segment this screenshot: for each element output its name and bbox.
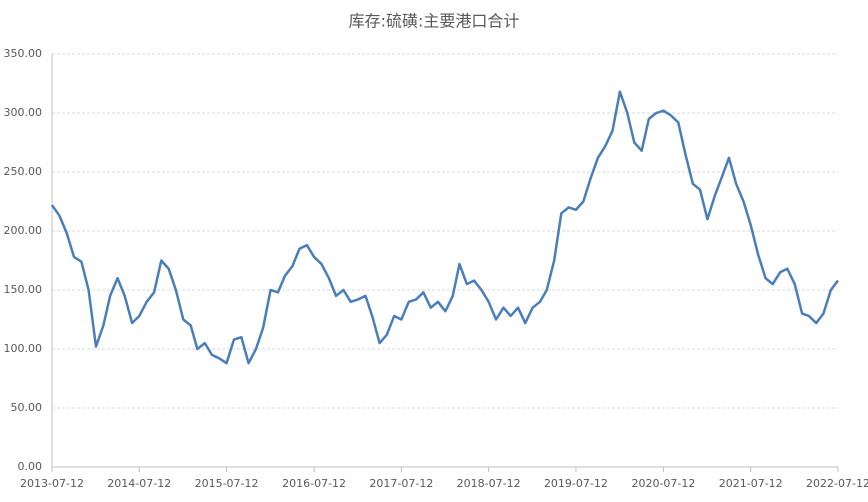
y-tick-label: 200.00 xyxy=(4,224,43,237)
y-tick-label: 250.00 xyxy=(4,165,43,178)
x-tick-label: 2017-07-12 xyxy=(369,477,433,490)
x-tick-label: 2020-07-12 xyxy=(631,477,695,490)
series-line xyxy=(50,90,839,365)
y-tick-label: 150.00 xyxy=(4,283,43,296)
y-tick-label: 100.00 xyxy=(4,342,43,355)
x-tick-label: 2019-07-12 xyxy=(544,477,608,490)
x-tick-label: 2014-07-12 xyxy=(107,477,171,490)
y-tick-label: 0.00 xyxy=(18,460,43,473)
y-tick-label: 350.00 xyxy=(4,47,43,60)
x-tick-label: 2015-07-12 xyxy=(195,477,259,490)
x-tick-label: 2021-07-12 xyxy=(719,477,783,490)
x-tick-label: 2016-07-12 xyxy=(282,477,346,490)
y-tick-label: 300.00 xyxy=(4,106,43,119)
x-tick-label: 2018-07-12 xyxy=(457,477,521,490)
chart-title: 库存:硫磺:主要港口合计 xyxy=(349,12,520,31)
y-tick-label: 50.00 xyxy=(11,401,43,414)
x-tick-label: 2022-07-12 xyxy=(806,477,868,490)
x-tick-label: 2013-07-12 xyxy=(20,477,84,490)
